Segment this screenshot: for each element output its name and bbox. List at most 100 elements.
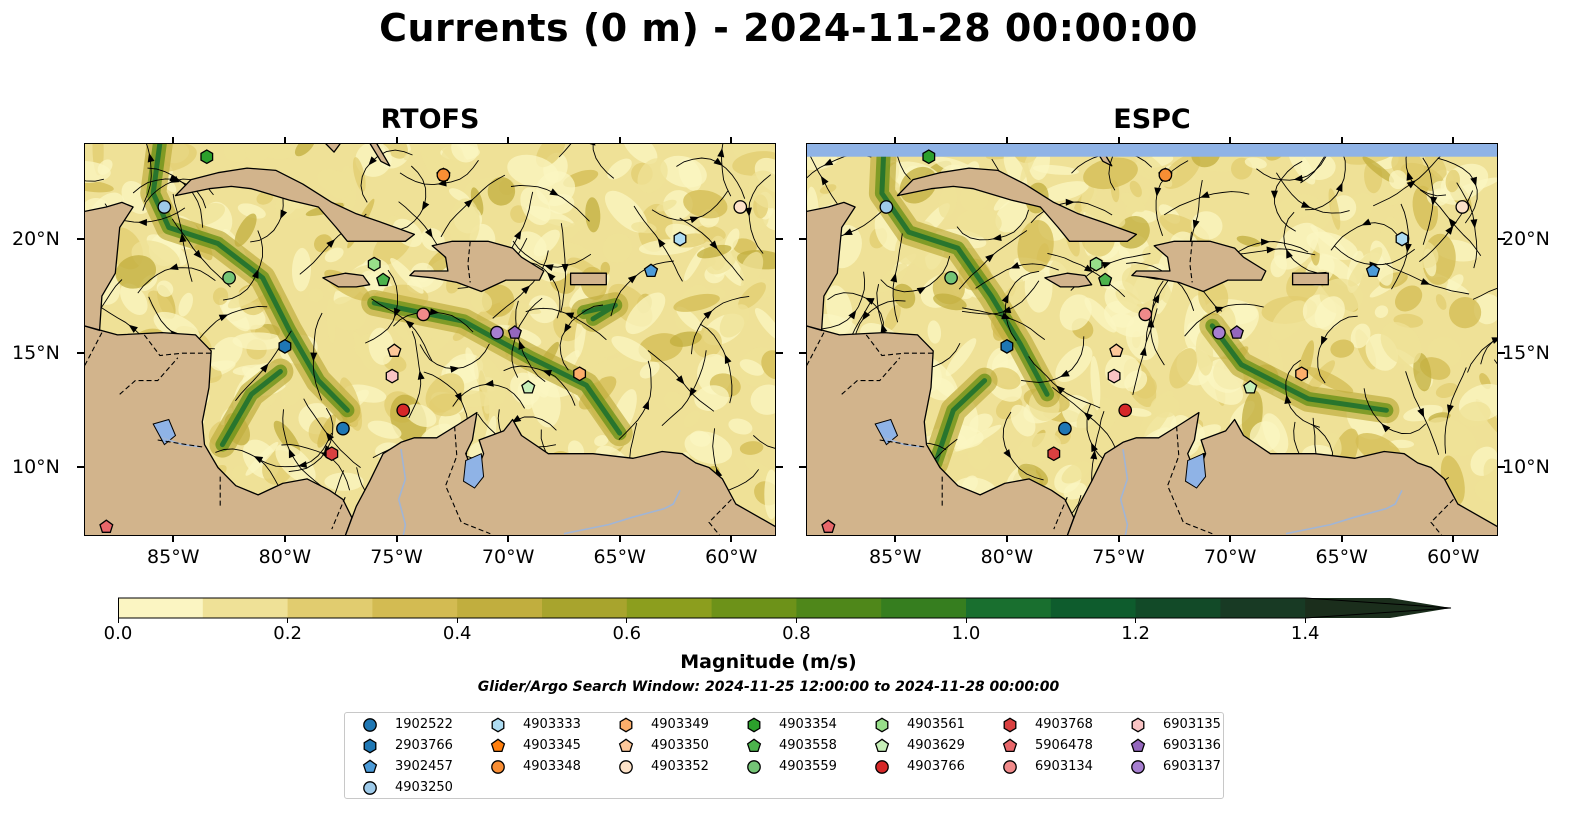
legend-marker-icon	[747, 759, 761, 774]
legend-label: 1902522	[395, 717, 453, 732]
lat-tick	[77, 352, 84, 355]
lat-tick	[799, 466, 806, 469]
legend-marker-icon	[746, 737, 762, 752]
no-data-strip	[806, 143, 1498, 157]
colorbar-tick-label: 0.2	[273, 623, 302, 644]
lon-tick-label: 65°W	[1315, 546, 1368, 568]
legend-item: 4903629	[871, 735, 965, 756]
lon-tick-label: 70°W	[1203, 546, 1257, 568]
legend-label: 6903136	[1163, 738, 1221, 753]
float-marker-4903333	[1395, 231, 1409, 247]
colorbar-tick-label: 0.6	[612, 623, 642, 644]
legend-item: 4903333	[487, 714, 581, 735]
lon-tick	[1340, 536, 1343, 542]
lon-tick	[618, 536, 621, 542]
lon-tick	[507, 137, 510, 143]
legend-marker-4903250	[363, 780, 377, 795]
legend-label: 4903354	[779, 717, 837, 732]
search-window-text: Glider/Argo Search Window: 2024-11-25 12…	[477, 679, 1060, 695]
map-panel-espc[interactable]	[806, 143, 1498, 536]
lon-tick	[1005, 137, 1008, 143]
lon-tick-label: 75°W	[370, 546, 423, 568]
legend-label: 3902457	[395, 759, 453, 774]
lon-tick	[395, 137, 398, 143]
colorbar-label: Magnitude (m/s)	[680, 651, 857, 673]
legend-marker-icon	[491, 759, 505, 774]
lat-tick	[776, 237, 783, 240]
lon-tick-label: 60°W	[1427, 546, 1480, 568]
float-marker-4903561	[1089, 256, 1103, 272]
lat-tick	[776, 352, 783, 355]
legend-label: 4903348	[523, 759, 581, 774]
legend-item: 4903349	[615, 714, 709, 735]
float-marker-4903559	[222, 270, 236, 285]
legend-marker-icon	[875, 717, 889, 732]
lat-tick	[77, 466, 84, 469]
legend-label: 4903250	[395, 780, 453, 795]
legend-item: 4903558	[743, 735, 837, 756]
colorbar	[118, 597, 1452, 619]
lon-tick	[1452, 536, 1455, 542]
lat-tick-label: 15°N	[1502, 342, 1550, 365]
lon-tick	[1340, 137, 1343, 143]
lat-tick	[799, 352, 806, 355]
legend-item: 4903352	[615, 756, 709, 777]
lon-tick	[283, 137, 286, 143]
panel-title-rtofs: RTOFS	[380, 104, 480, 135]
lat-tick-label: 10°N	[12, 456, 60, 479]
legend-marker-3902457	[362, 758, 378, 773]
colorbar-segment	[1220, 598, 1306, 618]
legend-marker-5906478	[1002, 737, 1018, 752]
colorbar-tick-label: 1.0	[951, 623, 981, 644]
lon-tick-label: 60°W	[705, 546, 758, 568]
land	[84, 143, 776, 536]
legend-marker-4903629	[874, 737, 890, 752]
legend-marker-4903558	[746, 737, 762, 752]
colorbar-tick-label: 0.8	[782, 623, 811, 644]
lat-tick-label: 20°N	[1502, 227, 1550, 250]
legend-item: 4903350	[615, 735, 709, 756]
legend-marker-4903333	[491, 717, 505, 732]
colorbar-segment	[711, 598, 797, 618]
legend-item: 3902457	[359, 756, 453, 777]
legend-marker-4903559	[747, 759, 761, 774]
legend-label: 4903345	[523, 738, 581, 753]
colorbar-segment	[796, 598, 882, 618]
legend-marker-icon	[490, 737, 506, 752]
colorbar-segment	[1050, 598, 1137, 618]
legend-marker-4903348	[491, 759, 505, 774]
float-marker-4903768	[325, 446, 339, 462]
float-marker-4903349	[573, 366, 587, 382]
lon-tick	[1229, 137, 1232, 143]
legend-item: 6903134	[999, 756, 1093, 777]
float-marker-4903349	[1295, 366, 1309, 382]
float-marker-1902522	[336, 421, 350, 436]
float-marker-4903350	[387, 343, 402, 357]
map-panel-rtofs[interactable]	[84, 143, 776, 536]
float-marker-3902457	[1365, 263, 1381, 278]
float-marker-4903350	[1109, 343, 1124, 357]
float-markers	[821, 149, 1470, 533]
float-marker-4903766	[1118, 403, 1133, 418]
float-marker-6903135	[1107, 368, 1121, 384]
float-marker-4903333	[673, 231, 687, 247]
float-marker-5906478	[821, 519, 836, 533]
legend-marker-icon	[747, 717, 761, 732]
colorbar-segment	[287, 598, 373, 618]
land	[806, 143, 1498, 536]
float-marker-4903354	[922, 149, 936, 165]
legend-item: 6903135	[1127, 714, 1221, 735]
legend-item: 4903561	[871, 714, 965, 735]
legend-marker-2903766	[363, 738, 377, 753]
legend-item: 5906478	[999, 735, 1093, 756]
lon-tick	[395, 536, 398, 542]
figure-title: Currents (0 m) - 2024-11-28 00:00:00	[379, 6, 1198, 50]
colorbar-segment	[626, 598, 713, 618]
lat-tick	[1498, 466, 1505, 469]
lon-tick	[507, 536, 510, 542]
colorbar-extend-arrow	[1305, 598, 1451, 618]
panel-title-espc: ESPC	[1113, 104, 1191, 135]
legend-marker-4903350	[618, 737, 634, 752]
float-marker-4903558	[376, 272, 391, 287]
lon-tick-label: 85°W	[147, 546, 200, 568]
